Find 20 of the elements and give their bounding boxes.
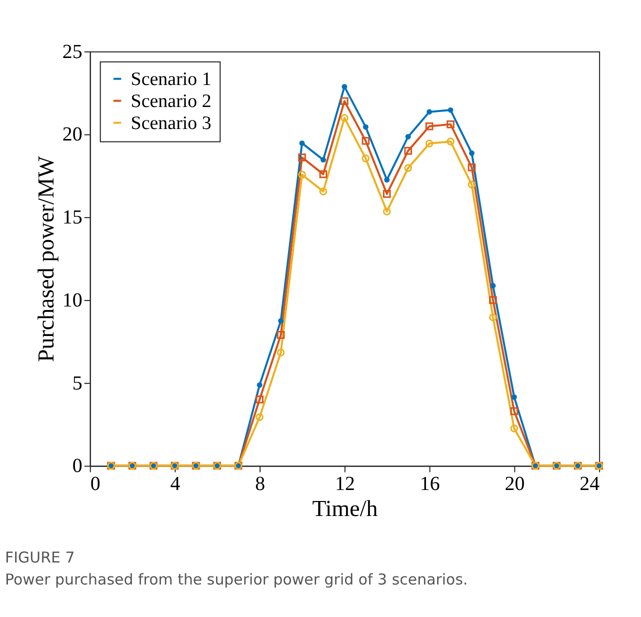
y-tick-label: 25 (62, 40, 82, 63)
y-tick-label: 10 (62, 289, 82, 312)
legend-label: Scenario 3 (130, 112, 212, 134)
y-tick-label: 20 (62, 124, 82, 146)
x-axis-title: Time/h (312, 496, 378, 522)
legend-label: Scenario 2 (130, 90, 212, 112)
legend-label: Scenario 1 (130, 68, 212, 90)
x-tick-label: 16 (420, 473, 440, 496)
x-tick-label: 8 (255, 473, 266, 496)
x-tick-label: 0 (90, 473, 100, 496)
y-axis-title: Purchased power/MW (33, 156, 58, 362)
text: Power purchased from the superior power grid of 3 scenarios. (4, 570, 468, 589)
x-tick-label: 20 (504, 473, 525, 496)
x-tick-label: 12 (334, 473, 355, 496)
y-tick-label: 15 (62, 206, 82, 229)
y-tick-label: 0 (72, 455, 82, 478)
y-tick-label: 5 (72, 372, 82, 394)
x-tick-label: 24 (580, 473, 600, 496)
caption: FIGURE 7 (4, 548, 75, 567)
x-tick-label: 4 (170, 473, 180, 496)
